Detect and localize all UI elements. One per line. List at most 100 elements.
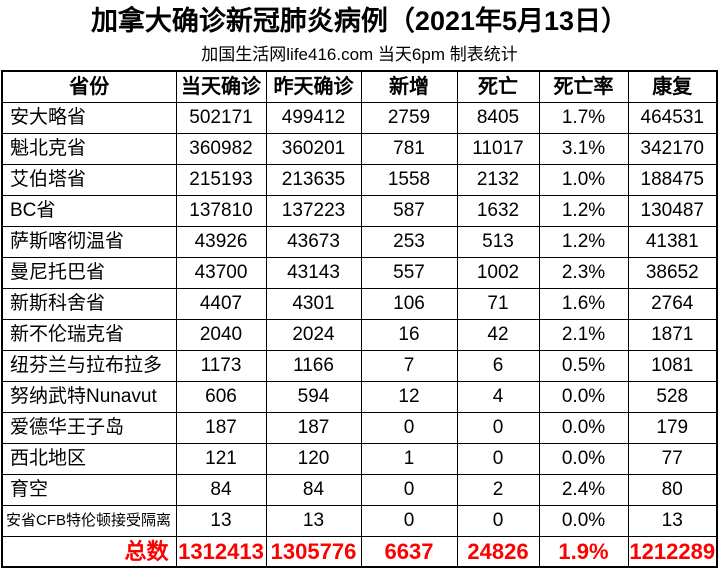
table-row: 纽芬兰与拉布拉多 1173 1166 7 6 0.5% 1081 — [1, 350, 718, 382]
stat-cell: 2.4% — [538, 474, 629, 506]
stat-cell: 1.7% — [538, 102, 629, 134]
stat-cell: 71 — [456, 288, 540, 320]
stat-cell: 12 — [360, 381, 458, 413]
province-label: 艾伯塔省 — [1, 164, 177, 196]
stat-cell: 499412 — [265, 102, 362, 134]
stat-cell: 188475 — [627, 164, 718, 196]
table-row: 安省CFB特伦顿接受隔离 13 13 0 0 0.0% 13 — [1, 505, 718, 537]
stat-cell: 120 — [265, 443, 362, 475]
stat-cell: 0.0% — [538, 443, 629, 475]
stat-cell: 0 — [456, 505, 540, 537]
table-footer: 总数 1312413 1305776 6637 24826 1.9% 1212289 — [1, 536, 718, 568]
stat-cell: 342170 — [627, 133, 718, 165]
stat-cell: 215193 — [175, 164, 267, 196]
stat-cell: 1.0% — [538, 164, 629, 196]
stat-cell: 2040 — [175, 319, 267, 351]
stat-cell: 106 — [360, 288, 458, 320]
stat-cell: 464531 — [627, 102, 718, 134]
stat-cell: 2 — [456, 474, 540, 506]
stat-cell: 253 — [360, 226, 458, 258]
stat-cell: 13 — [175, 505, 267, 537]
stat-cell: 8405 — [456, 102, 540, 134]
table-row: 育空 84 84 0 2 2.4% 80 — [1, 474, 718, 506]
stat-cell: 4 — [456, 381, 540, 413]
stat-cell: 0.0% — [538, 381, 629, 413]
table-row: 新斯科舍省 4407 4301 106 71 1.6% 2764 — [1, 288, 718, 320]
stat-cell: 4301 — [265, 288, 362, 320]
stat-cell: 16 — [360, 319, 458, 351]
total-stat-cell: 1305776 — [265, 536, 362, 568]
stat-cell: 360201 — [265, 133, 362, 165]
column-header: 新增 — [360, 70, 458, 103]
table-row: 爱德华王子岛 187 187 0 0 0.0% 179 — [1, 412, 718, 444]
province-label: 育空 — [1, 474, 177, 506]
table-row: 曼尼托巴省 43700 43143 557 1002 2.3% 38652 — [1, 257, 718, 289]
stat-cell: 213635 — [265, 164, 362, 196]
stat-cell: 38652 — [627, 257, 718, 289]
total-stat-cell: 1.9% — [538, 536, 629, 568]
stat-cell: 42 — [456, 319, 540, 351]
page-subtitle: 加国生活网life416.com 当天6pm 制表统计 — [201, 45, 518, 64]
stat-cell: 0 — [360, 412, 458, 444]
province-label: 爱德华王子岛 — [1, 412, 177, 444]
stat-cell: 41381 — [627, 226, 718, 258]
total-stat-cell: 1212289 — [627, 536, 718, 568]
table-row: 艾伯塔省 215193 213635 1558 2132 1.0% 188475 — [1, 164, 718, 196]
stat-cell: 528 — [627, 381, 718, 413]
total-label: 总数 — [1, 536, 177, 568]
province-label: 新斯科舍省 — [1, 288, 177, 320]
column-header: 康复 — [627, 70, 718, 103]
stat-cell: 587 — [360, 195, 458, 227]
table-row: 安大略省 502171 499412 2759 8405 1.7% 464531 — [1, 102, 718, 134]
table-row: BC省 137810 137223 587 1632 1.2% 130487 — [1, 195, 718, 227]
table-row: 新不伦瑞克省 2040 2024 16 42 2.1% 1871 — [1, 319, 718, 351]
stat-cell: 2764 — [627, 288, 718, 320]
province-label: 安大略省 — [1, 102, 177, 134]
stat-cell: 1002 — [456, 257, 540, 289]
stat-cell: 1632 — [456, 195, 540, 227]
column-header: 死亡 — [456, 70, 540, 103]
stat-cell: 1173 — [175, 350, 267, 382]
table-row: 萨斯喀彻温省 43926 43673 253 513 1.2% 41381 — [1, 226, 718, 258]
province-label: 安省CFB特伦顿接受隔离 — [1, 505, 177, 537]
stat-cell: 43700 — [175, 257, 267, 289]
stat-cell: 0.0% — [538, 505, 629, 537]
stat-cell: 0.0% — [538, 412, 629, 444]
stat-cell: 187 — [265, 412, 362, 444]
stat-cell: 1166 — [265, 350, 362, 382]
stat-cell: 13 — [265, 505, 362, 537]
stat-cell: 77 — [627, 443, 718, 475]
column-header: 死亡率 — [538, 70, 629, 103]
page-title: 加拿大确诊新冠肺炎病例（2021年5月13日） — [90, 6, 629, 36]
stat-cell: 13 — [627, 505, 718, 537]
stat-cell: 0.5% — [538, 350, 629, 382]
stat-cell: 1558 — [360, 164, 458, 196]
header-row: 省份 当天确诊 昨天确诊 新增 死亡 死亡率 康复 — [1, 70, 718, 103]
stat-cell: 781 — [360, 133, 458, 165]
stat-cell: 2024 — [265, 319, 362, 351]
stat-cell: 43143 — [265, 257, 362, 289]
province-label: 魁北克省 — [1, 133, 177, 165]
stat-cell: 121 — [175, 443, 267, 475]
stat-cell: 3.1% — [538, 133, 629, 165]
stat-cell: 557 — [360, 257, 458, 289]
province-label: 努纳武特Nunavut — [1, 381, 177, 413]
stat-cell: 360982 — [175, 133, 267, 165]
stat-cell: 179 — [627, 412, 718, 444]
stat-cell: 6 — [456, 350, 540, 382]
stat-cell: 0 — [456, 443, 540, 475]
stat-cell: 0 — [360, 474, 458, 506]
province-label: 新不伦瑞克省 — [1, 319, 177, 351]
stat-cell: 606 — [175, 381, 267, 413]
stat-cell: 11017 — [456, 133, 540, 165]
stat-cell: 84 — [175, 474, 267, 506]
covid-stats-table: 省份 当天确诊 昨天确诊 新增 死亡 死亡率 康复 安大略省 502171 499412 2759… — [1, 70, 718, 568]
province-label: 西北地区 — [1, 443, 177, 475]
table-body: 安大略省 502171 499412 2759 8405 1.7% 464531 魁北克省 36… — [1, 102, 718, 537]
stat-cell: 43926 — [175, 226, 267, 258]
table-row: 魁北克省 360982 360201 781 11017 3.1% 342170 — [1, 133, 718, 165]
stat-cell: 594 — [265, 381, 362, 413]
stat-cell: 1.6% — [538, 288, 629, 320]
province-label: 曼尼托巴省 — [1, 257, 177, 289]
